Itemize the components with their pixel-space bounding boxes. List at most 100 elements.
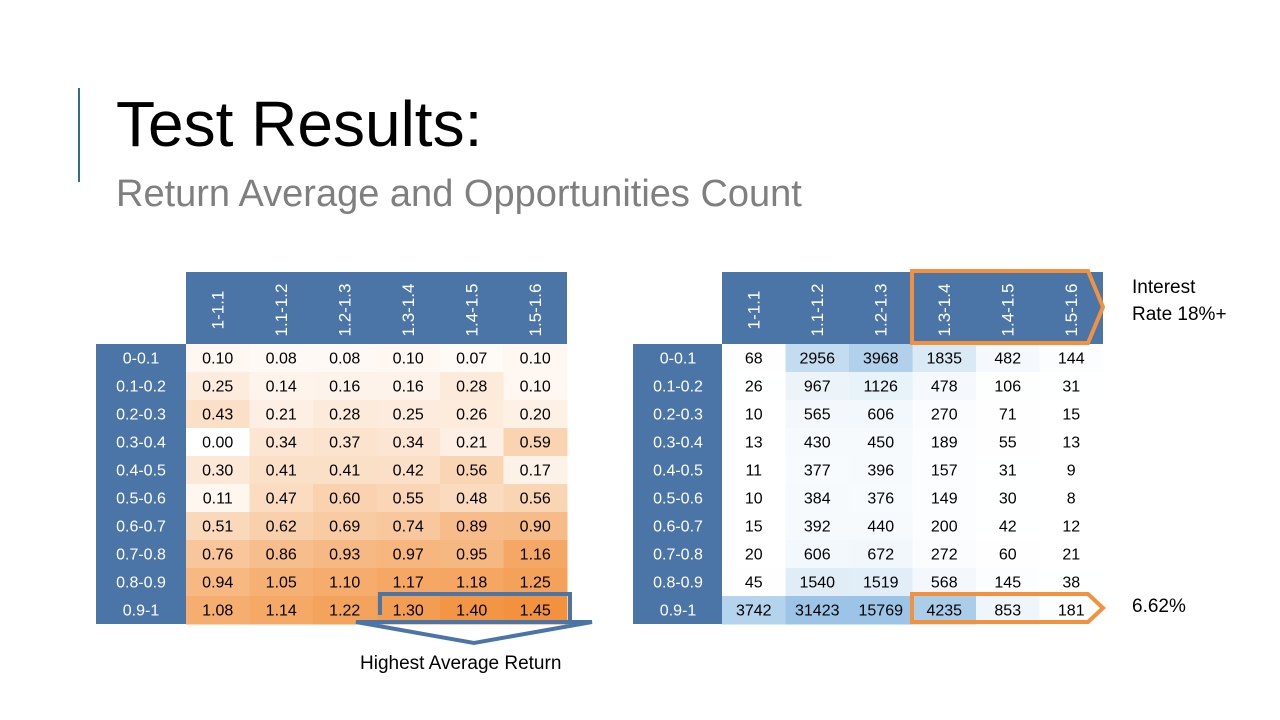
heatmap-cell <box>785 540 850 569</box>
highest-return-arrow <box>355 620 593 646</box>
heatmap-cell-value: 0.69 <box>329 519 360 536</box>
heatmap-cell-value: 21 <box>1062 547 1080 564</box>
heatmap-cell-value: 0.48 <box>456 491 487 508</box>
column-header-label: 1.5-1.6 <box>526 284 545 337</box>
row-header-label: 0.9-1 <box>660 603 697 620</box>
heatmap-cell <box>249 484 314 513</box>
heatmap-cell-value: 20 <box>745 547 763 564</box>
heatmap-cell-value: 0.93 <box>329 547 360 564</box>
heatmap-cell <box>440 400 504 429</box>
heatmap-cell <box>849 484 913 513</box>
heatmap-cell-value: 853 <box>994 603 1021 620</box>
heatmap-cell-value: 565 <box>804 407 831 424</box>
heatmap-cell <box>313 344 377 373</box>
heatmap-cell-value: 38 <box>1062 575 1080 592</box>
heatmap-cell-value: 0.10 <box>393 351 424 368</box>
heatmap-cell-value: 0.86 <box>266 547 297 564</box>
interest-rate-label: Interest Rate 18%+ <box>1132 274 1227 328</box>
heatmap-cell <box>1039 400 1104 429</box>
row-header-label: 0.2-0.3 <box>653 407 703 424</box>
heatmap-cell-value: 0.17 <box>520 463 551 480</box>
row-header-label: 0.1-0.2 <box>653 379 703 396</box>
heatmap-cell-value: 430 <box>804 435 831 452</box>
heatmap-cell <box>186 512 250 541</box>
heatmap-cell-value: 181 <box>1058 603 1085 620</box>
heatmap-cell-value: 0.41 <box>266 463 297 480</box>
heatmap-cell-value: 0.56 <box>456 463 487 480</box>
heatmap-cell <box>440 344 504 373</box>
slide-subtitle: Return Average and Opportunities Count <box>116 173 802 215</box>
heatmap-cell-value: 0.20 <box>520 407 551 424</box>
heatmap-cell-value: 1.30 <box>393 603 424 620</box>
row-header-label: 0.2-0.3 <box>116 407 166 424</box>
heatmap-cell <box>440 540 504 569</box>
heatmap-cell-value: 0.25 <box>202 379 233 396</box>
heatmap-cell <box>313 540 377 569</box>
heatmap-cell <box>313 428 377 457</box>
row-header-label: 0.8-0.9 <box>116 575 166 592</box>
heatmap-cell <box>722 540 786 569</box>
heatmap-cell-value: 1.14 <box>266 603 297 620</box>
row-header-label: 0.6-0.7 <box>653 519 703 536</box>
heatmap-cell-value: 1.22 <box>329 603 360 620</box>
heatmap-cell-value: 0.74 <box>393 519 424 536</box>
heatmap-cell <box>440 568 504 597</box>
heatmap-cell <box>503 512 568 541</box>
highest-average-return-label: Highest Average Return <box>360 653 562 674</box>
row-header-bg <box>96 428 186 456</box>
heatmap-cell-value: 1.40 <box>456 603 487 620</box>
heatmap-cell <box>849 344 913 373</box>
heatmap-cell-value: 31 <box>1062 379 1080 396</box>
heatmap-cell <box>912 400 977 429</box>
row-header-bg <box>96 456 186 484</box>
heatmap-cell-value: 0.10 <box>520 379 551 396</box>
row-header-bg <box>96 540 186 568</box>
highest-return-bracket <box>378 592 572 622</box>
heatmap-cell <box>1039 372 1104 401</box>
heatmap-cell-value: 0.10 <box>520 351 551 368</box>
heatmap-cell-value: 0.25 <box>393 407 424 424</box>
heatmap-cell <box>785 428 850 457</box>
row-header-bg <box>96 568 186 596</box>
heatmap-cell-value: 0.10 <box>202 351 233 368</box>
heatmap-cell-value: 0.16 <box>329 379 360 396</box>
column-header-label: 1.2-1.3 <box>335 284 354 337</box>
heatmap-cell <box>722 428 786 457</box>
heatmap-cell-value: 0.89 <box>456 519 487 536</box>
row-header-bg <box>633 428 723 456</box>
heatmap-cell-value: 145 <box>994 575 1021 592</box>
heatmap-cell <box>976 344 1040 373</box>
column-header-label: 1.3-1.4 <box>935 284 954 337</box>
row-header-bg <box>633 484 723 512</box>
heatmap-cell <box>785 484 850 513</box>
heatmap-cell-value: 9 <box>1067 463 1076 480</box>
heatmap-cell-value: 1.16 <box>520 547 551 564</box>
heatmap-cell <box>976 484 1040 513</box>
heatmap-cell <box>376 512 441 541</box>
heatmap-cell-value: 144 <box>1058 351 1085 368</box>
heatmap-cell-value: 55 <box>999 435 1017 452</box>
heatmap-cell-value: 3968 <box>863 351 899 368</box>
heatmap-cell-value: 157 <box>931 463 958 480</box>
row-header-label: 0.9-1 <box>123 603 160 620</box>
heatmap-cell-value: 967 <box>804 379 831 396</box>
heatmap-cell <box>785 456 850 485</box>
heatmap-cell <box>785 344 850 373</box>
heatmap-cell-value: 13 <box>745 435 763 452</box>
percent-label: 6.62% <box>1132 596 1186 617</box>
heatmap-cell <box>722 568 786 597</box>
heatmap-cell-value: 0.55 <box>393 491 424 508</box>
heatmap-cell <box>313 456 377 485</box>
heatmap-cell-value: 396 <box>867 463 894 480</box>
heatmap-cell <box>722 596 786 625</box>
heatmap-cell <box>249 596 314 625</box>
heatmap-cell <box>376 456 441 485</box>
heatmap-cell-value: 1126 <box>864 379 899 396</box>
heatmap-cell <box>849 400 913 429</box>
interest-rate-highlight-arrow <box>910 269 1106 345</box>
heatmap-cell <box>186 596 250 625</box>
heatmap-cell-value: 384 <box>804 491 831 508</box>
heatmap-cell-value: 2956 <box>799 351 835 368</box>
column-header-label: 1-1.1 <box>208 291 227 330</box>
